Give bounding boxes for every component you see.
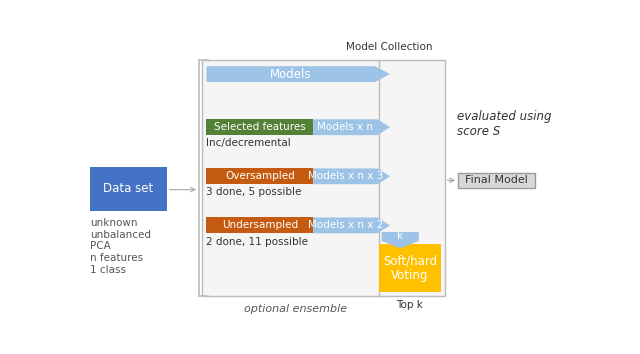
- Text: Models x n: Models x n: [317, 122, 373, 132]
- Text: Soft/hard
Voting: Soft/hard Voting: [383, 254, 437, 282]
- Text: Models x n x 2: Models x n x 2: [308, 221, 383, 230]
- Bar: [207, 217, 313, 233]
- Text: optional ensemble: optional ensemble: [244, 304, 348, 314]
- Polygon shape: [313, 217, 390, 233]
- Text: Selected features: Selected features: [214, 122, 306, 132]
- Polygon shape: [313, 169, 390, 184]
- Text: 2 done, 11 possible: 2 done, 11 possible: [207, 236, 308, 246]
- Bar: [90, 166, 167, 211]
- Text: Model Collection: Model Collection: [346, 42, 432, 52]
- Bar: [202, 60, 445, 296]
- Text: Undersampled: Undersampled: [221, 221, 298, 230]
- Bar: [207, 119, 313, 135]
- Text: Inc/decremental: Inc/decremental: [207, 138, 291, 148]
- Bar: [207, 169, 313, 184]
- Text: k: k: [397, 232, 403, 241]
- Text: Oversampled: Oversampled: [225, 171, 294, 181]
- Polygon shape: [381, 232, 419, 248]
- Text: 3 done, 5 possible: 3 done, 5 possible: [207, 188, 302, 198]
- Text: Top k: Top k: [396, 300, 423, 310]
- Bar: [458, 172, 535, 188]
- Text: Models: Models: [270, 68, 312, 81]
- Text: evaluated using
score S: evaluated using score S: [457, 110, 552, 138]
- Polygon shape: [313, 119, 390, 135]
- Text: unknown
unbalanced
PCA
n features
1 class: unknown unbalanced PCA n features 1 clas…: [90, 218, 151, 275]
- Polygon shape: [207, 66, 390, 82]
- Text: Final Model: Final Model: [465, 175, 528, 185]
- Text: Models x n x 3: Models x n x 3: [308, 171, 383, 181]
- Text: Data set: Data set: [103, 183, 154, 195]
- Bar: [379, 244, 441, 292]
